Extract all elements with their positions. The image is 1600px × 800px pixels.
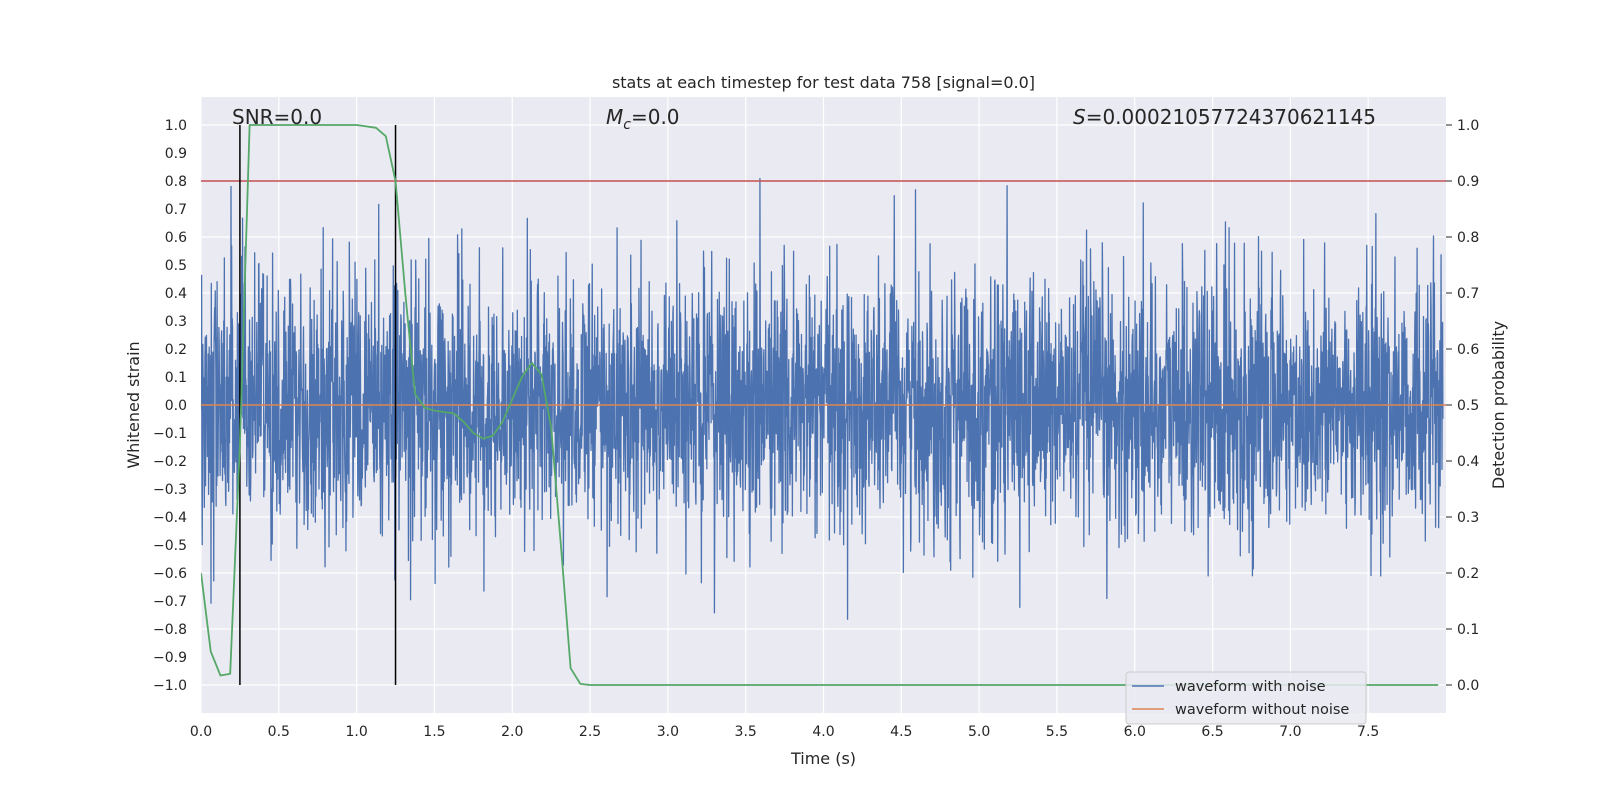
- y-tick-label: 1.0: [165, 118, 187, 134]
- legend-box: [1125, 671, 1367, 725]
- y-tick-label: −0.2: [153, 454, 187, 470]
- y-tick-label: −0.9: [153, 650, 187, 666]
- y2-tick-label: 0.2: [1457, 566, 1479, 582]
- x-tick-label: 7.5: [1357, 724, 1379, 740]
- y-tick-label: −0.4: [153, 510, 187, 526]
- y-tick-label: −0.8: [153, 622, 187, 638]
- y2-tick-label: 0.6: [1457, 342, 1479, 358]
- detection-probability-line: [201, 124, 1439, 686]
- y-axis-label: Whitened strain: [124, 341, 143, 468]
- y2-tick-label: 0.4: [1457, 454, 1479, 470]
- y2-tick-label: 0.3: [1457, 510, 1479, 526]
- y-tick-label: −0.5: [153, 538, 187, 554]
- x-tick-label: 1.5: [423, 724, 445, 740]
- y2-tick-label: 0.9: [1457, 174, 1479, 190]
- y-tick-label: 0.5: [165, 258, 187, 274]
- x-tick-label: 6.5: [1201, 724, 1223, 740]
- x-tick-label: 4.5: [890, 724, 912, 740]
- y-tick-label: −0.1: [153, 426, 187, 442]
- x-axis-label: Time (s): [790, 749, 856, 768]
- score-annotation: S=0.00021057724370621145: [1073, 105, 1376, 129]
- legend: waveform with noise waveform without noi…: [1125, 671, 1367, 725]
- y-tick-label: −1.0: [153, 678, 187, 694]
- y-tick-label: 0.3: [165, 314, 187, 330]
- chart-title: stats at each timestep for test data 758…: [612, 73, 1035, 92]
- x-tick-label: 2.0: [501, 724, 523, 740]
- y-tick-label: −0.7: [153, 594, 187, 610]
- x-tick-label: 5.5: [1046, 724, 1068, 740]
- y-tick-label: 0.8: [165, 174, 187, 190]
- y-tick-label: 0.9: [165, 146, 187, 162]
- y2-tick-label: 0.8: [1457, 230, 1479, 246]
- y2-tick-label: 0.7: [1457, 286, 1479, 302]
- x-tick-label: 3.5: [735, 724, 757, 740]
- x-tick-label: 2.5: [579, 724, 601, 740]
- x-tick-label: 0.5: [268, 724, 290, 740]
- waveform-with-noise-series: [201, 177, 1444, 620]
- waveform-with-noise-line: [201, 177, 1444, 620]
- y-tick-label: −0.6: [153, 566, 187, 582]
- y2-axis-ticks: 1.0 0.9 0.8 0.7 0.6 0.5 0.4 0.3 0.2 0.1 0.0: [1446, 118, 1479, 694]
- y2-tick-label: 0.5: [1457, 398, 1479, 414]
- x-tick-label: 5.0: [968, 724, 990, 740]
- y2-axis-label: Detection probability: [1489, 321, 1508, 489]
- chirp-mass-annotation: Mc=0.0: [606, 105, 680, 133]
- y-tick-label: 0.0: [165, 398, 187, 414]
- y-tick-label: 0.6: [165, 230, 187, 246]
- x-tick-label: 4.0: [812, 724, 834, 740]
- x-tick-label: 3.0: [657, 724, 679, 740]
- y-axis-ticks: 1.0 0.9 0.8 0.7 0.6 0.5 0.4 0.3 0.2 0.1 0.0 −0.1 −0.…: [153, 118, 187, 694]
- x-tick-label: 6.0: [1124, 724, 1146, 740]
- overlay-lines: [201, 124, 1446, 686]
- y-tick-label: 0.1: [165, 370, 187, 386]
- y2-tick-label: 0.0: [1457, 678, 1479, 694]
- y-tick-label: 0.7: [165, 202, 187, 218]
- y-tick-label: 0.2: [165, 342, 187, 358]
- y2-tick-label: 0.1: [1457, 622, 1479, 638]
- legend-label-noise: waveform with noise: [1175, 679, 1326, 695]
- y2-tick-label: 1.0: [1457, 118, 1479, 134]
- y-tick-label: 0.4: [165, 286, 187, 302]
- x-tick-label: 0.0: [190, 724, 212, 740]
- x-tick-label: 7.0: [1279, 724, 1301, 740]
- x-axis-ticks: 0.0 0.5 1.0 1.5 2.0 2.5 3.0 3.5 4.0 4.5 5.0 5.5 6.0 6…: [190, 724, 1379, 740]
- y-tick-label: −0.3: [153, 482, 187, 498]
- legend-label-clean: waveform without noise: [1175, 702, 1349, 718]
- snr-annotation: SNR=0.0: [232, 105, 322, 129]
- x-tick-label: 1.0: [345, 724, 367, 740]
